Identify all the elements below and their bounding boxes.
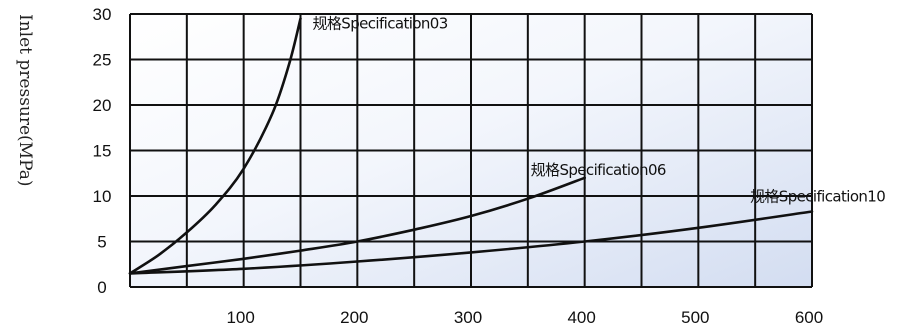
series-lines xyxy=(128,17,814,275)
y-axis-label: Inlet pressure(MPa) xyxy=(15,14,35,187)
x-tick-label: 400 xyxy=(567,308,595,327)
x-tick-label: 200 xyxy=(340,308,368,327)
y-tick-label: 30 xyxy=(93,5,112,24)
y-tick-label: 10 xyxy=(93,187,112,206)
series-line-3 xyxy=(128,210,814,275)
series-line-1 xyxy=(128,17,302,275)
y-tick-label: 15 xyxy=(93,142,112,161)
y-tick-label: 5 xyxy=(97,233,106,252)
y-tick-label: 0 xyxy=(97,278,106,297)
series-label-1: 规格Specification03 xyxy=(313,15,448,33)
x-tick-label: 100 xyxy=(226,308,254,327)
x-tick-label: 500 xyxy=(681,308,709,327)
series-label-3: 规格Specification10 xyxy=(750,187,885,205)
x-axis-ticks: 100 200 300 400 500 600 xyxy=(226,308,823,327)
series-label-2: 规格Specification06 xyxy=(531,161,666,179)
grid xyxy=(129,13,813,288)
series-labels: 规格Specification03 规格Specification06 规格Spec… xyxy=(313,15,886,206)
series-line-2 xyxy=(128,176,586,275)
x-tick-label: 300 xyxy=(454,308,482,327)
y-axis-ticks: 0 5 10 15 20 25 30 xyxy=(93,5,112,297)
y-tick-label: 20 xyxy=(93,96,112,115)
y-tick-label: 25 xyxy=(93,51,112,70)
x-tick-label: 600 xyxy=(795,308,823,327)
